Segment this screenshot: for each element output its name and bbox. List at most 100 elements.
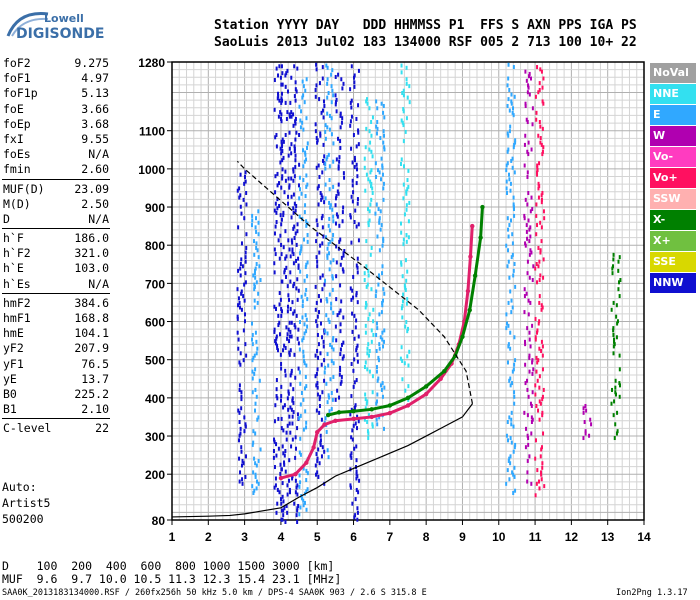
- echo-speckle: [376, 126, 379, 131]
- echo-speckle: [355, 162, 358, 167]
- echo-speckle: [296, 520, 299, 524]
- echo-speckle: [610, 307, 613, 312]
- echo-speckle: [301, 338, 304, 343]
- echo-speckle: [508, 477, 511, 482]
- data-point: [278, 475, 284, 481]
- echo-speckle: [382, 239, 385, 244]
- echo-speckle: [237, 346, 240, 351]
- echo-speckle: [301, 95, 304, 100]
- echo-speckle: [405, 207, 408, 212]
- echo-speckle: [349, 483, 352, 488]
- echo-speckle: [526, 170, 529, 175]
- echo-speckle: [314, 463, 317, 468]
- echo-speckle: [273, 231, 276, 236]
- data-point: [423, 391, 429, 397]
- echo-speckle: [369, 140, 372, 145]
- echo-speckle: [402, 292, 405, 297]
- data-point: [387, 403, 393, 408]
- echo-speckle: [526, 479, 529, 484]
- echo-speckle: [535, 117, 538, 122]
- echo-speckle: [590, 422, 593, 427]
- echo-speckle: [278, 64, 281, 69]
- echo-speckle: [244, 422, 247, 427]
- echo-speckle: [342, 251, 345, 256]
- echo-speckle: [612, 351, 615, 356]
- echo-speckle: [258, 264, 261, 269]
- echo-speckle: [236, 316, 239, 321]
- echo-speckle: [282, 499, 285, 504]
- echo-speckle: [279, 146, 282, 151]
- echo-speckle: [506, 321, 509, 326]
- echo-speckle: [367, 220, 370, 225]
- echo-speckle: [257, 220, 260, 225]
- echo-speckle: [367, 223, 370, 228]
- echo-speckle: [357, 142, 360, 147]
- echo-speckle: [541, 99, 544, 104]
- echo-speckle: [238, 433, 241, 438]
- echo-speckle: [291, 240, 294, 245]
- echo-speckle: [356, 270, 359, 275]
- param-name: h`E: [3, 261, 24, 276]
- echo-speckle: [612, 328, 615, 333]
- echo-speckle: [324, 416, 327, 421]
- param-value: 103.0: [74, 261, 109, 276]
- echo-speckle: [376, 234, 379, 239]
- param-row: foEp 3.68: [2, 117, 162, 132]
- echo-speckle: [317, 294, 320, 299]
- param-value: 384.6: [74, 295, 109, 310]
- echo-speckle: [383, 328, 386, 333]
- echo-speckle: [314, 122, 317, 127]
- echo-speckle: [239, 261, 242, 266]
- echo-speckle: [528, 330, 531, 335]
- echo-speckle: [524, 339, 527, 344]
- echo-speckle: [381, 303, 384, 308]
- echo-speckle: [303, 358, 306, 363]
- echo-speckle: [611, 264, 614, 269]
- echo-speckle: [538, 87, 541, 92]
- echo-speckle: [316, 138, 319, 143]
- echo-speckle: [512, 207, 515, 212]
- echo-speckle: [617, 268, 620, 273]
- echo-speckle: [324, 329, 327, 334]
- echo-speckle: [342, 81, 345, 86]
- echo-speckle: [332, 141, 335, 146]
- echo-speckle: [339, 111, 342, 116]
- echo-speckle: [326, 77, 329, 82]
- echo-speckle: [290, 110, 293, 115]
- data-point: [351, 416, 356, 422]
- echo-speckle: [240, 257, 243, 262]
- echo-speckle: [332, 361, 335, 366]
- echo-speckle: [292, 192, 295, 197]
- echo-speckle: [376, 378, 379, 383]
- echo-speckle: [540, 349, 543, 354]
- echo-speckle: [276, 487, 279, 492]
- echo-speckle: [616, 321, 619, 326]
- echo-speckle: [380, 177, 383, 182]
- param-row: fmin 2.60: [2, 162, 162, 177]
- echo-speckle: [352, 75, 355, 80]
- echo-speckle: [407, 184, 410, 189]
- echo-speckle: [243, 319, 246, 324]
- echo-speckle: [280, 426, 283, 431]
- echo-speckle: [535, 110, 538, 115]
- echo-speckle: [282, 428, 285, 433]
- echo-speckle: [363, 365, 366, 370]
- echo-speckle: [282, 405, 285, 410]
- echo-speckle: [304, 313, 307, 318]
- echo-speckle: [405, 239, 408, 244]
- echo-speckle: [336, 313, 339, 318]
- echo-speckle: [291, 476, 294, 481]
- echo-speckle: [273, 247, 276, 252]
- echo-speckle: [245, 232, 248, 237]
- echo-speckle: [254, 367, 257, 372]
- echo-speckle: [378, 415, 381, 420]
- echo-speckle: [321, 287, 324, 292]
- echo-speckle: [302, 503, 305, 508]
- echo-speckle: [355, 444, 358, 449]
- echo-speckle: [507, 323, 510, 328]
- param-row: foEs N/A: [2, 147, 162, 162]
- echo-speckle: [332, 93, 335, 98]
- echo-speckle: [528, 355, 531, 360]
- echo-speckle: [316, 314, 319, 319]
- echo-speckle: [293, 201, 296, 206]
